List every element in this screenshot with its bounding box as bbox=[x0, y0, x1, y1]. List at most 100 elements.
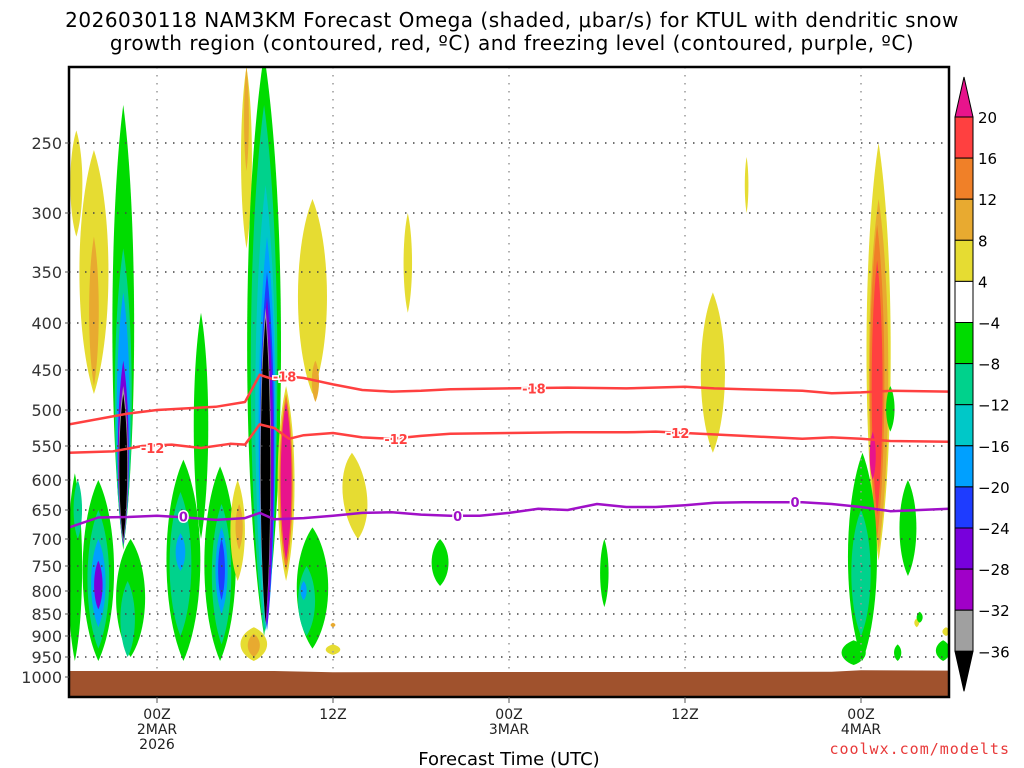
contour-label: -12 bbox=[666, 427, 690, 442]
colorbar-bin bbox=[954, 157, 974, 200]
terrain-ground bbox=[69, 670, 949, 697]
contour-label: 0 bbox=[790, 496, 799, 511]
x-tick-label: 00Z bbox=[495, 707, 522, 723]
colorbar-bin bbox=[954, 363, 974, 406]
y-tick-label: 250 bbox=[31, 134, 62, 153]
omega-region-descent bbox=[89, 236, 99, 386]
colorbar: 20 16 12 8 4 −4 −8 −12 −16 −20 −24 −28 −32 −36 bbox=[954, 76, 1010, 692]
colorbar-bin bbox=[954, 116, 974, 159]
colorbar-label: 12 bbox=[978, 191, 997, 209]
x-tick-label: 00Z bbox=[143, 707, 170, 723]
omega-shading bbox=[69, 67, 949, 665]
colorbar-label: 4 bbox=[978, 273, 988, 291]
x-tick-label: 12Z bbox=[319, 707, 346, 723]
colorbar-label: 16 bbox=[978, 150, 997, 168]
omega-region-ascent bbox=[175, 533, 186, 571]
omega-region-ascent bbox=[300, 581, 307, 601]
colorbar-label: −16 bbox=[978, 438, 1010, 456]
contour-freezing-level-0C bbox=[69, 500, 949, 529]
contour-minus-18C bbox=[69, 373, 949, 426]
colorbar-bin bbox=[954, 404, 974, 447]
contour-label: 0 bbox=[179, 510, 188, 525]
colorbar-label: −4 bbox=[978, 315, 1000, 333]
omega-region-descent bbox=[297, 199, 327, 394]
omega-region-ascent bbox=[120, 581, 135, 657]
x-axis-label: Forecast Time (UTC) bbox=[418, 749, 599, 768]
x-tick-label: 00Z bbox=[847, 707, 874, 723]
omega-region-ascent bbox=[851, 510, 871, 636]
colorbar-bin bbox=[954, 486, 974, 529]
omega-region-descent bbox=[330, 622, 336, 628]
omega-region-descent bbox=[744, 157, 749, 213]
x-tick-label: 12Z bbox=[671, 707, 698, 723]
contour-label: -12 bbox=[141, 442, 165, 457]
y-tick-label: 900 bbox=[31, 627, 62, 646]
colorbar-bin bbox=[954, 76, 974, 118]
colorbar-bin bbox=[954, 239, 974, 282]
colorbar-label: −12 bbox=[978, 397, 1010, 415]
grid-lines bbox=[69, 67, 949, 697]
contour-label: -18 bbox=[273, 370, 297, 385]
omega-region-descent bbox=[942, 627, 949, 636]
contours: -18 -18 -12 -12 -12 0 0 0 bbox=[69, 369, 949, 529]
omega-region-descent bbox=[869, 431, 876, 480]
chart-title-line-2: growth region (contoured, red, ºC) and f… bbox=[109, 31, 915, 55]
y-tick-label: 550 bbox=[31, 437, 62, 456]
colorbar-label: −32 bbox=[978, 602, 1010, 620]
omega-region-ascent bbox=[894, 644, 902, 661]
y-tick-label: 750 bbox=[31, 557, 62, 576]
x-tick-label: 2MAR bbox=[137, 722, 178, 738]
omega-region-descent bbox=[70, 130, 83, 237]
colorbar-bin bbox=[954, 445, 974, 488]
colorbar-label: −8 bbox=[978, 356, 1000, 374]
omega-region-ascent bbox=[431, 539, 449, 586]
colorbar-bin bbox=[954, 527, 974, 570]
contour-label: -12 bbox=[384, 433, 408, 448]
credit-link[interactable]: coolwx.com/modelts bbox=[829, 740, 1010, 758]
omega-region-descent bbox=[280, 402, 292, 561]
y-tick-label: 500 bbox=[31, 401, 62, 420]
y-tick-label: 600 bbox=[31, 471, 62, 490]
x-tick-label: 3MAR bbox=[489, 722, 530, 738]
colorbar-bin bbox=[954, 280, 974, 323]
y-tick-label: 450 bbox=[31, 361, 62, 380]
y-tick-label: 850 bbox=[31, 605, 62, 624]
contour-minus-12C bbox=[69, 423, 949, 455]
omega-region-descent bbox=[247, 633, 260, 657]
omega-region-descent bbox=[342, 452, 368, 539]
terrain bbox=[69, 670, 949, 697]
omega-region-descent bbox=[244, 67, 249, 171]
colorbar-label: 8 bbox=[978, 232, 988, 250]
y-tick-label: 400 bbox=[31, 314, 62, 333]
y-tick-label: 300 bbox=[31, 204, 62, 223]
y-tick-label: 650 bbox=[31, 501, 62, 520]
y-tick-label: 950 bbox=[31, 648, 62, 667]
colorbar-label: −36 bbox=[978, 643, 1010, 661]
x-tick-label: 2026 bbox=[139, 737, 175, 753]
y-tick-label: 1000 bbox=[21, 668, 62, 687]
x-tick-label: 4MAR bbox=[841, 722, 882, 738]
omega-region-descent bbox=[403, 213, 413, 313]
colorbar-label: −24 bbox=[978, 520, 1010, 538]
contour-label: 0 bbox=[453, 510, 462, 525]
colorbar-label: 20 bbox=[978, 109, 997, 127]
omega-region-ascent bbox=[218, 539, 225, 601]
omega-region-ascent bbox=[94, 560, 103, 610]
colorbar-bin bbox=[954, 568, 974, 611]
omega-region-ascent bbox=[600, 539, 609, 608]
colorbar-label: −28 bbox=[978, 561, 1010, 579]
contour-label: -18 bbox=[522, 382, 546, 397]
omega-region-ascent bbox=[886, 386, 895, 432]
omega-region-ascent bbox=[899, 480, 917, 576]
omega-region-ascent bbox=[935, 640, 949, 661]
y-tick-label: 350 bbox=[31, 263, 62, 282]
y-tick-label: 700 bbox=[31, 530, 62, 549]
omega-region-core bbox=[260, 317, 271, 623]
omega-region-descent bbox=[325, 644, 341, 655]
chart-title-line-1: 2026030118 NAM3KM Forecast Omega (shaded… bbox=[65, 8, 959, 32]
y-axis: 250 300 350 400 450 500 550 600 650 700 750 800 850 9… bbox=[21, 134, 69, 687]
omega-region-descent bbox=[700, 292, 725, 453]
colorbar-bin bbox=[954, 650, 974, 692]
